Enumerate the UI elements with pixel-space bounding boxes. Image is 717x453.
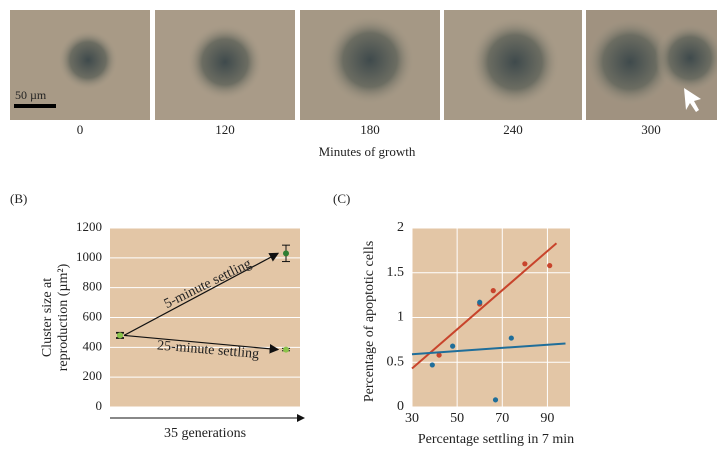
y-tick-label: 1200 <box>76 219 102 234</box>
data-point <box>436 352 442 358</box>
data-point <box>490 288 496 294</box>
data-point <box>283 250 289 257</box>
y-tick-label: 200 <box>83 368 103 383</box>
y-tick-label: 1 <box>397 310 404 325</box>
y-axis-label: reproduction (µm²) <box>56 263 71 371</box>
data-point <box>450 343 456 349</box>
panel-label: (B) <box>10 191 27 206</box>
fit-line <box>411 342 566 356</box>
y-tick-label: 1000 <box>76 249 102 264</box>
trend-arrow <box>123 334 280 354</box>
time-label: 180 <box>360 122 380 137</box>
data-point <box>283 346 289 353</box>
time-label: 240 <box>503 122 523 137</box>
data-point <box>117 332 123 339</box>
y-tick-label: 0.5 <box>387 354 405 369</box>
data-point <box>492 397 499 403</box>
time-label: 300 <box>641 122 661 137</box>
x-axis-label: 35 generations <box>164 426 246 441</box>
panel-label: (C) <box>333 191 350 206</box>
y-tick-label: 800 <box>83 279 103 294</box>
scale-bar-label: 50 µm <box>15 88 47 102</box>
x-axis-label: Percentage settling in 7 min <box>418 432 574 447</box>
x-axis-label: Minutes of growth <box>319 144 416 159</box>
x-tick-label: 30 <box>405 411 419 426</box>
data-point <box>547 262 553 269</box>
micrographs <box>10 10 717 120</box>
y-tick-label: 600 <box>83 308 103 323</box>
x-tick-label: 70 <box>495 411 509 426</box>
x-tick-label: 90 <box>540 411 554 426</box>
time-label: 0 <box>77 122 84 137</box>
trend-arrow <box>123 252 280 336</box>
data-point <box>508 335 514 341</box>
y-tick-label: 400 <box>83 338 103 353</box>
fit-line <box>411 242 558 370</box>
y-tick-label: 0 <box>96 398 103 413</box>
data-point <box>477 299 483 305</box>
y-tick-label: 0 <box>397 399 404 414</box>
data-point <box>429 362 435 368</box>
data-point <box>522 261 528 267</box>
y-axis-label: Percentage of apoptotic cells <box>362 241 377 402</box>
time-label: 120 <box>215 122 235 137</box>
y-tick-label: 2 <box>397 220 404 235</box>
y-axis-label: Cluster size at <box>40 278 55 357</box>
y-tick-label: 1.5 <box>387 265 405 280</box>
x-tick-label: 50 <box>450 411 464 426</box>
